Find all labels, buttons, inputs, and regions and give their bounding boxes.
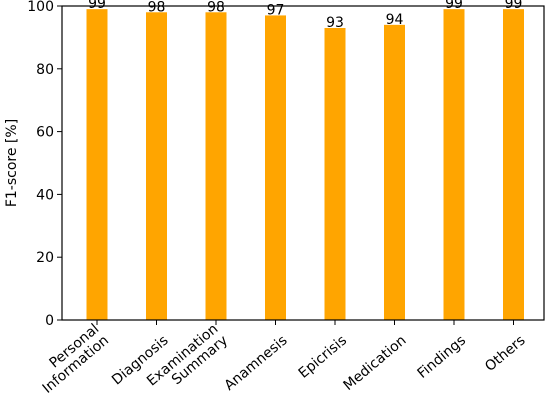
y-tick-label: 60 <box>36 125 54 141</box>
y-tick-label: 40 <box>36 187 54 203</box>
x-tick-label: Findings <box>415 332 469 381</box>
bar <box>443 9 465 320</box>
bar <box>324 27 346 320</box>
plot-frame <box>61 5 545 321</box>
x-tick-label: Medication <box>341 332 410 393</box>
x-tick-label: PersonalInformation <box>30 321 112 397</box>
ticks-layer: 0 20 40 60 80 100 <box>27 0 514 329</box>
bar-data-label: 94 <box>386 12 404 28</box>
x-tick-label: Others <box>482 332 528 374</box>
bar-data-label: 98 <box>207 0 225 15</box>
bar <box>205 12 227 321</box>
bar <box>265 15 286 320</box>
x-tick-label: ExaminationSummary <box>144 321 231 401</box>
bar <box>146 12 167 321</box>
bar-data-label: 97 <box>267 2 285 18</box>
y-tick-label: 100 <box>27 0 54 15</box>
y-tick-label: 0 <box>45 313 54 329</box>
bar <box>503 9 524 320</box>
bar-data-label: 93 <box>326 15 344 31</box>
y-tick-label: 80 <box>36 62 54 78</box>
bar <box>384 24 405 321</box>
x-tick-label: Anamnesis <box>222 332 291 394</box>
bar <box>86 9 108 320</box>
bars-layer <box>86 9 524 321</box>
x-tick-label: Epicrisis <box>296 332 350 381</box>
y-tick-label: 20 <box>36 250 54 266</box>
bar-data-label: 98 <box>148 0 166 15</box>
y-axis-label: F1-score [%] <box>4 119 20 207</box>
